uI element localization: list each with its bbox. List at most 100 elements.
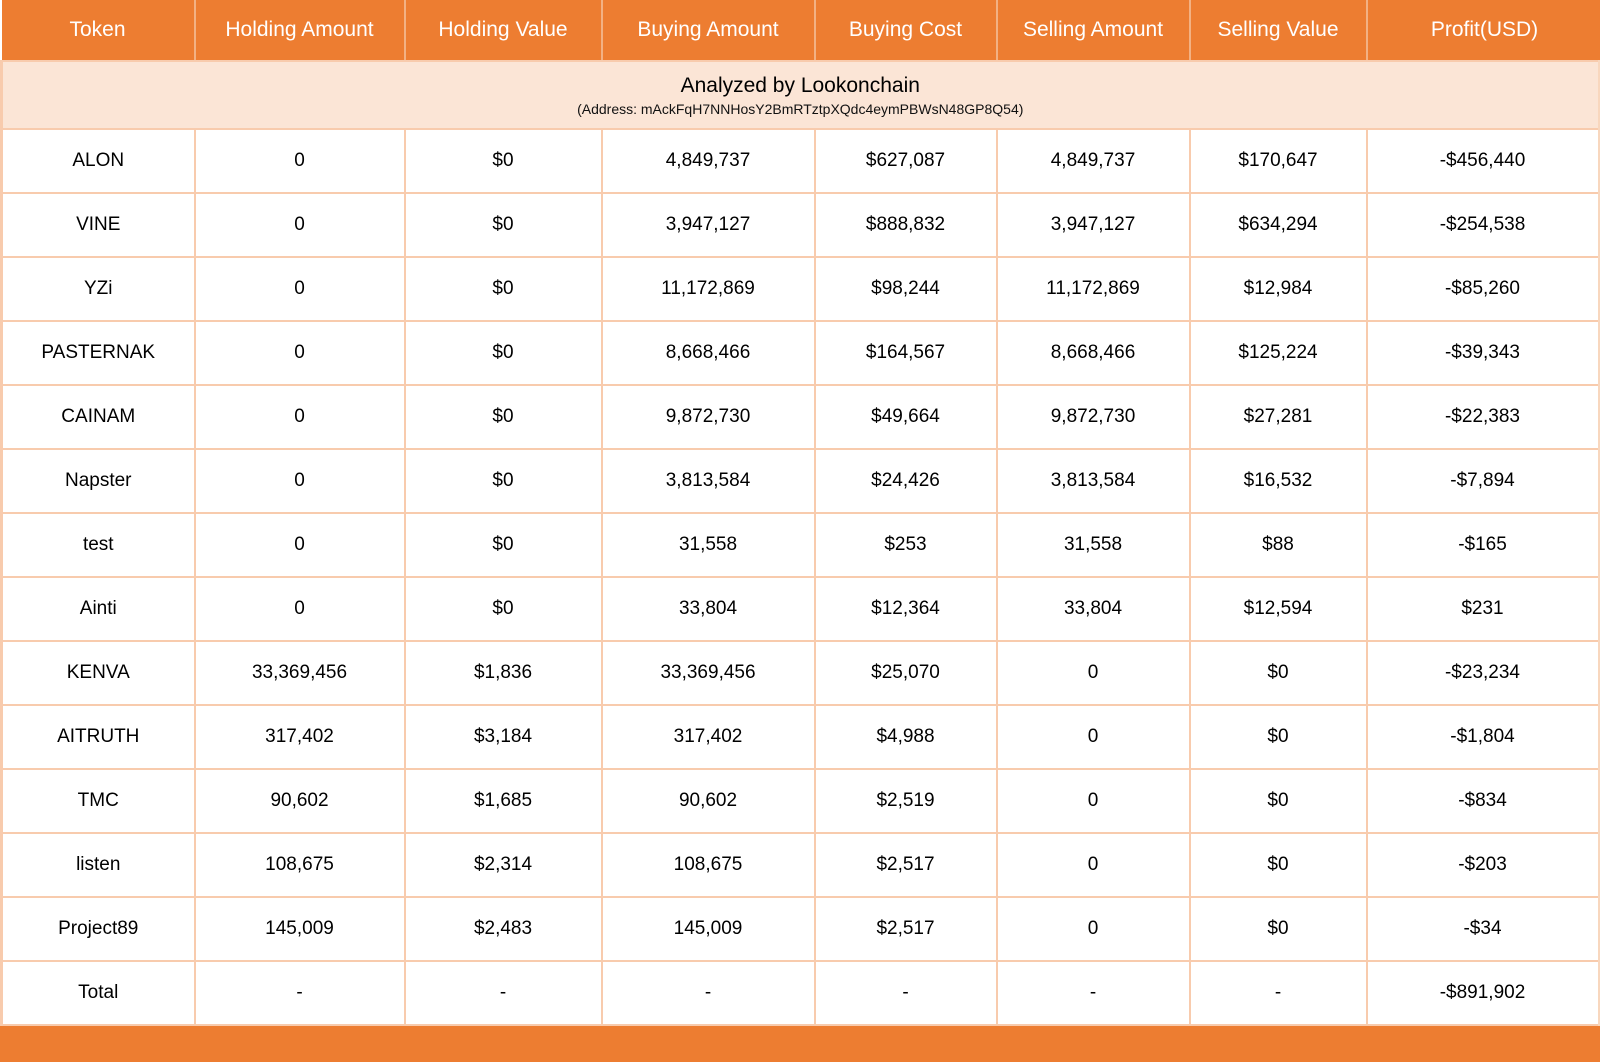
cell-buying-cost: $49,664: [813, 384, 998, 450]
cell-buying-amount: 33,369,456: [600, 640, 816, 706]
cell-holding-value: $1,685: [403, 768, 603, 834]
cell-holding-amount: 108,675: [193, 832, 406, 898]
cell-selling-amount: 0: [995, 640, 1191, 706]
banner-row: Analyzed by Lookonchain (Address: mAckFq…: [0, 60, 1600, 130]
cell-profit-usd: -$834: [1365, 768, 1600, 834]
cell-token: PASTERNAK: [0, 320, 196, 386]
cell-profit-usd: -$34: [1365, 896, 1600, 962]
table-row: Total - - - - - - -$891,902: [0, 960, 1600, 1026]
cell-holding-value: $2,483: [403, 896, 603, 962]
cell-selling-amount: 33,804: [995, 576, 1191, 642]
cell-profit-usd: -$22,383: [1365, 384, 1600, 450]
cell-holding-value: $3,184: [403, 704, 603, 770]
cell-buying-cost: $24,426: [813, 448, 998, 514]
cell-buying-amount: 145,009: [600, 896, 816, 962]
cell-buying-cost: $25,070: [813, 640, 998, 706]
cell-holding-amount: 0: [193, 256, 406, 322]
table-row: listen 108,675 $2,314 108,675 $2,517 0 $0 -$203: [0, 832, 1600, 898]
cell-selling-value: $88: [1188, 512, 1368, 578]
cell-holding-amount: 0: [193, 128, 406, 194]
cell-buying-amount: 108,675: [600, 832, 816, 898]
cell-buying-cost: $12,364: [813, 576, 998, 642]
cell-buying-amount: 3,947,127: [600, 192, 816, 258]
table-row: ALON 0 $0 4,849,737 $627,087 4,849,737 $170,64…: [0, 128, 1600, 194]
cell-holding-value: $0: [403, 576, 603, 642]
cell-selling-value: $0: [1188, 832, 1368, 898]
cell-selling-value: $0: [1188, 896, 1368, 962]
cell-holding-amount: 33,369,456: [193, 640, 406, 706]
cell-profit-usd: -$891,902: [1365, 960, 1600, 1026]
cell-buying-amount: 31,558: [600, 512, 816, 578]
cell-selling-value: $0: [1188, 640, 1368, 706]
cell-profit-usd: -$456,440: [1365, 128, 1600, 194]
column-header-profit-usd: Profit(USD): [1365, 0, 1600, 62]
cell-selling-value: $0: [1188, 704, 1368, 770]
cell-profit-usd: -$1,804: [1365, 704, 1600, 770]
cell-buying-amount: 317,402: [600, 704, 816, 770]
column-header-selling-amount: Selling Amount: [995, 0, 1191, 62]
cell-selling-value: $16,532: [1188, 448, 1368, 514]
banner-title: Analyzed by Lookonchain: [680, 73, 920, 97]
cell-selling-amount: 11,172,869: [995, 256, 1191, 322]
cell-holding-value: $0: [403, 128, 603, 194]
cell-selling-amount: 0: [995, 896, 1191, 962]
cell-buying-cost: -: [813, 960, 998, 1026]
cell-selling-value: $634,294: [1188, 192, 1368, 258]
cell-buying-cost: $2,519: [813, 768, 998, 834]
cell-holding-amount: 0: [193, 320, 406, 386]
cell-holding-value: -: [403, 960, 603, 1026]
cell-holding-value: $0: [403, 256, 603, 322]
token-profit-table: Token Holding Amount Holding Value Buyin…: [0, 0, 1600, 1026]
cell-buying-amount: 33,804: [600, 576, 816, 642]
table-row: PASTERNAK 0 $0 8,668,466 $164,567 8,668,466 $1…: [0, 320, 1600, 386]
table-row: CAINAM 0 $0 9,872,730 $49,664 9,872,730 $27,28…: [0, 384, 1600, 450]
cell-selling-amount: -: [995, 960, 1191, 1026]
table-row: YZi 0 $0 11,172,869 $98,244 11,172,869 $12,984…: [0, 256, 1600, 322]
cell-buying-cost: $4,988: [813, 704, 998, 770]
cell-holding-amount: 0: [193, 448, 406, 514]
cell-holding-amount: 90,602: [193, 768, 406, 834]
column-header-selling-value: Selling Value: [1188, 0, 1368, 62]
cell-buying-cost: $98,244: [813, 256, 998, 322]
cell-holding-value: $2,314: [403, 832, 603, 898]
cell-token: TMC: [0, 768, 196, 834]
cell-selling-value: $125,224: [1188, 320, 1368, 386]
cell-buying-amount: -: [600, 960, 816, 1026]
table-row: Project89 145,009 $2,483 145,009 $2,517 0 $0 -$…: [0, 896, 1600, 962]
table-header: Token Holding Amount Holding Value Buyin…: [1, 0, 1600, 62]
cell-buying-amount: 8,668,466: [600, 320, 816, 386]
table-row: Ainti 0 $0 33,804 $12,364 33,804 $12,594 $231: [0, 576, 1600, 642]
column-header-holding-value: Holding Value: [403, 0, 603, 62]
cell-buying-amount: 11,172,869: [600, 256, 816, 322]
cell-holding-amount: -: [193, 960, 406, 1026]
cell-token: KENVA: [0, 640, 196, 706]
cell-token: AITRUTH: [0, 704, 196, 770]
cell-selling-amount: 0: [995, 832, 1191, 898]
cell-profit-usd: -$39,343: [1365, 320, 1600, 386]
cell-selling-value: -: [1188, 960, 1368, 1026]
cell-holding-value: $0: [403, 384, 603, 450]
table-row: test 0 $0 31,558 $253 31,558 $88 -$165: [0, 512, 1600, 578]
cell-buying-amount: 4,849,737: [600, 128, 816, 194]
cell-selling-amount: 8,668,466: [995, 320, 1191, 386]
cell-buying-amount: 9,872,730: [600, 384, 816, 450]
cell-holding-amount: 0: [193, 576, 406, 642]
cell-selling-value: $0: [1188, 768, 1368, 834]
cell-holding-value: $0: [403, 448, 603, 514]
cell-selling-amount: 31,558: [995, 512, 1191, 578]
header-row: Token Holding Amount Holding Value Buyin…: [1, 0, 1600, 62]
cell-token: Napster: [0, 448, 196, 514]
column-header-buying-amount: Buying Amount: [600, 0, 816, 62]
cell-token: Ainti: [0, 576, 196, 642]
cell-token: VINE: [0, 192, 196, 258]
cell-holding-value: $0: [403, 192, 603, 258]
cell-buying-amount: 90,602: [600, 768, 816, 834]
cell-selling-amount: 0: [995, 768, 1191, 834]
cell-holding-amount: 317,402: [193, 704, 406, 770]
cell-holding-amount: 0: [193, 192, 406, 258]
cell-selling-amount: 3,947,127: [995, 192, 1191, 258]
cell-selling-amount: 3,813,584: [995, 448, 1191, 514]
cell-holding-amount: 0: [193, 512, 406, 578]
column-header-token: Token: [1, 0, 196, 62]
cell-buying-cost: $253: [813, 512, 998, 578]
